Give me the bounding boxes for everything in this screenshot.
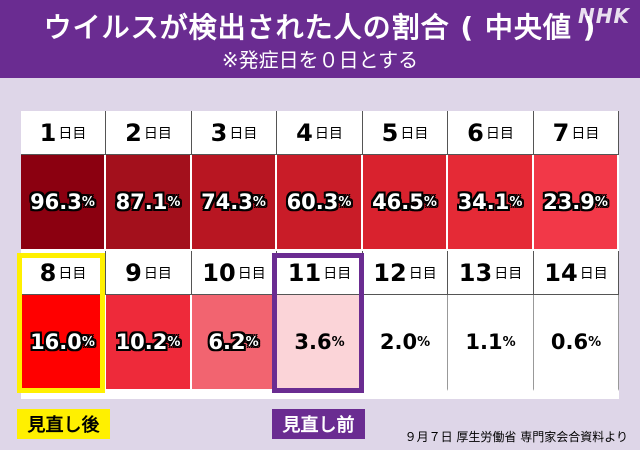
day-label-cell: 14 日目 bbox=[534, 251, 619, 295]
percentage-value: 23.9 bbox=[543, 190, 595, 214]
day-number: 8 bbox=[39, 258, 57, 287]
percentage-cell: 60.3% bbox=[277, 155, 363, 251]
percentage-value: 60.3 bbox=[286, 190, 339, 214]
day-number: 7 bbox=[552, 118, 570, 147]
day-label-cell: 2 日目 bbox=[106, 111, 192, 155]
day-suffix: 日目 bbox=[229, 125, 258, 142]
percentage-cell: 96.3% bbox=[21, 155, 106, 251]
percentage-cell: 2.0% bbox=[363, 295, 448, 391]
before-revision-badge: 見直し前 bbox=[272, 409, 365, 439]
day-number: 2 bbox=[125, 118, 142, 147]
percent-sign: % bbox=[417, 334, 431, 350]
percentage-value: 96.3 bbox=[30, 190, 82, 214]
day-suffix: 日目 bbox=[571, 125, 600, 142]
day-number: 6 bbox=[467, 118, 484, 147]
day-suffix: 日目 bbox=[400, 125, 429, 142]
day-label-cell: 6 日目 bbox=[448, 111, 534, 155]
day-number: 14 bbox=[544, 258, 578, 287]
day-number: 11 bbox=[287, 258, 322, 287]
nhk-logo: NHK bbox=[578, 4, 630, 28]
day-number: 13 bbox=[458, 258, 493, 287]
day-number: 4 bbox=[296, 118, 313, 147]
day-suffix: 日目 bbox=[237, 265, 266, 282]
day-number: 3 bbox=[210, 118, 228, 147]
percentage-cell: 34.1% bbox=[448, 155, 534, 251]
percent-sign: % bbox=[594, 194, 608, 210]
day-label-cell: 5 日目 bbox=[363, 111, 448, 155]
percentage-cell: 1.1% bbox=[448, 295, 534, 391]
percentage-cell: 23.9% bbox=[534, 155, 619, 251]
day-suffix: 日目 bbox=[58, 125, 87, 142]
day-suffix: 日目 bbox=[579, 265, 608, 282]
day-suffix: 日目 bbox=[143, 265, 172, 282]
day-label-cell: 8 日目 bbox=[21, 251, 106, 295]
day-suffix: 日目 bbox=[314, 125, 343, 142]
day-suffix: 日目 bbox=[323, 265, 352, 282]
percent-sign: % bbox=[502, 334, 516, 350]
percentage-value: 74.3 bbox=[201, 190, 253, 214]
source-note: ９月７日 厚生労働省 専門家会合資料より bbox=[404, 430, 628, 444]
percentage-value: 1.1 bbox=[465, 330, 503, 354]
percentage-value: 46.5 bbox=[372, 190, 424, 214]
percent-sign: % bbox=[252, 194, 266, 210]
percent-sign: % bbox=[167, 194, 181, 210]
day-number: 9 bbox=[125, 258, 142, 287]
percent-sign: % bbox=[81, 194, 95, 210]
percentage-value: 87.1 bbox=[115, 190, 168, 214]
data-table: 1 日目 96.3% 2 日目 87.1% 3 日目 74.3% 4 日目 60.3% 5 日目 46.5%… bbox=[21, 111, 619, 399]
day-suffix: 日目 bbox=[58, 265, 87, 282]
day-label-cell: 12 日目 bbox=[363, 251, 448, 295]
day-label-cell: 7 日目 bbox=[534, 111, 619, 155]
percentage-value: 16.0 bbox=[30, 330, 82, 354]
percent-sign: % bbox=[81, 334, 95, 350]
day-number: 12 bbox=[373, 258, 407, 287]
day-suffix: 日目 bbox=[485, 125, 514, 142]
percent-sign: % bbox=[423, 194, 437, 210]
percent-sign: % bbox=[331, 334, 345, 350]
percentage-cell: 0.6% bbox=[534, 295, 619, 391]
percentage-cell: 74.3% bbox=[192, 155, 277, 251]
percent-sign: % bbox=[167, 334, 181, 350]
day-label-cell: 9 日目 bbox=[106, 251, 192, 295]
percentage-value: 3.6 bbox=[294, 330, 332, 354]
percentage-cell: 87.1% bbox=[106, 155, 192, 251]
percent-sign: % bbox=[509, 194, 523, 210]
day-label-cell: 10 日目 bbox=[192, 251, 277, 295]
percentage-value: 34.1 bbox=[457, 190, 510, 214]
percent-sign: % bbox=[245, 334, 259, 350]
day-label-cell: 3 日目 bbox=[192, 111, 277, 155]
percentage-value: 10.2 bbox=[115, 330, 168, 354]
page-title: ウイルスが検出された人の割合 ( 中央値 ) bbox=[43, 11, 597, 44]
header-banner: ウイルスが検出された人の割合 ( 中央値 ) ※発症日を０日とする NHK bbox=[0, 0, 640, 78]
percentage-cell: 16.0% bbox=[21, 295, 106, 391]
day-number: 1 bbox=[39, 118, 57, 147]
highlight-before-revision bbox=[272, 253, 364, 393]
day-label-cell: 1 日目 bbox=[21, 111, 106, 155]
day-label-cell: 13 日目 bbox=[448, 251, 534, 295]
day-label-cell: 4 日目 bbox=[277, 111, 363, 155]
day-suffix: 日目 bbox=[408, 265, 437, 282]
day-suffix: 日目 bbox=[494, 265, 523, 282]
percentage-value: 6.2 bbox=[208, 330, 246, 354]
page-subtitle: ※発症日を０日とする bbox=[221, 48, 419, 72]
percent-sign: % bbox=[338, 194, 352, 210]
percentage-cell: 10.2% bbox=[106, 295, 192, 391]
percent-sign: % bbox=[588, 334, 602, 350]
percentage-value: 0.6 bbox=[550, 330, 589, 354]
highlight-after-revision bbox=[17, 253, 105, 393]
percentage-cell: 46.5% bbox=[363, 155, 448, 251]
after-revision-badge: 見直し後 bbox=[17, 409, 110, 439]
day-label-cell: 11 日目 bbox=[277, 251, 363, 295]
percentage-value: 2.0 bbox=[379, 330, 418, 354]
day-suffix: 日目 bbox=[143, 125, 172, 142]
day-number: 5 bbox=[381, 118, 399, 147]
day-number: 10 bbox=[202, 258, 236, 287]
percentage-cell: 6.2% bbox=[192, 295, 277, 391]
